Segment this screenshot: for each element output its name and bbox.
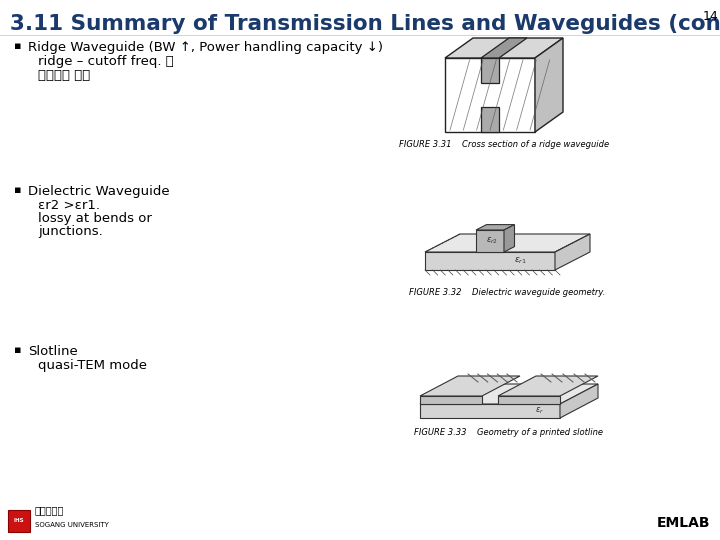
Text: εr2 >εr1.: εr2 >εr1. (38, 199, 100, 212)
Text: quasi-TEM mode: quasi-TEM mode (38, 359, 147, 372)
Polygon shape (476, 225, 515, 230)
Polygon shape (481, 107, 499, 132)
Polygon shape (420, 376, 520, 396)
Text: 3.11 Summary of Transmission Lines and Waveguides (cont’d): 3.11 Summary of Transmission Lines and W… (10, 14, 720, 34)
Polygon shape (560, 384, 598, 418)
Polygon shape (445, 38, 563, 58)
Text: lossy at bends or: lossy at bends or (38, 212, 152, 225)
Polygon shape (504, 225, 515, 252)
Polygon shape (481, 38, 527, 58)
Polygon shape (481, 58, 499, 83)
Text: ridge – cutoff freq. 를: ridge – cutoff freq. 를 (38, 55, 174, 68)
Text: $\varepsilon_r$: $\varepsilon_r$ (536, 406, 544, 416)
Text: ▪: ▪ (14, 185, 22, 195)
Text: IHS: IHS (14, 518, 24, 523)
Text: Slotline: Slotline (28, 345, 78, 358)
Text: FIGURE 3.31    Cross section of a ridge waveguide: FIGURE 3.31 Cross section of a ridge wav… (399, 140, 609, 149)
Text: ▪: ▪ (14, 41, 22, 51)
Text: 낙취주는 역할: 낙취주는 역할 (38, 69, 90, 82)
Text: SOGANG UNIVERSITY: SOGANG UNIVERSITY (35, 522, 109, 528)
Polygon shape (425, 234, 590, 252)
Text: ▪: ▪ (14, 345, 22, 355)
Text: 서강대학교: 서강대학교 (35, 505, 64, 515)
Text: $\varepsilon_{r2}$: $\varepsilon_{r2}$ (486, 236, 498, 246)
Polygon shape (535, 38, 563, 132)
Text: EMLAB: EMLAB (657, 516, 710, 530)
Text: FIGURE 3.33    Geometry of a printed slotline: FIGURE 3.33 Geometry of a printed slotli… (415, 428, 603, 437)
Text: Dielectric Waveguide: Dielectric Waveguide (28, 185, 170, 198)
Text: FIGURE 3.32    Dielectric waveguide geometry.: FIGURE 3.32 Dielectric waveguide geometr… (409, 288, 606, 297)
Polygon shape (498, 396, 560, 404)
Text: $\varepsilon_{r1}$: $\varepsilon_{r1}$ (513, 256, 526, 266)
Polygon shape (498, 376, 598, 396)
Polygon shape (476, 230, 504, 252)
Text: Ridge Waveguide (BW ↑, Power handling capacity ↓): Ridge Waveguide (BW ↑, Power handling ca… (28, 41, 383, 54)
Polygon shape (420, 396, 482, 404)
Polygon shape (555, 234, 590, 270)
Text: junctions.: junctions. (38, 225, 103, 238)
Polygon shape (8, 510, 30, 532)
Polygon shape (420, 404, 560, 418)
Polygon shape (425, 252, 555, 270)
Polygon shape (420, 384, 598, 404)
Text: 14: 14 (703, 10, 719, 23)
